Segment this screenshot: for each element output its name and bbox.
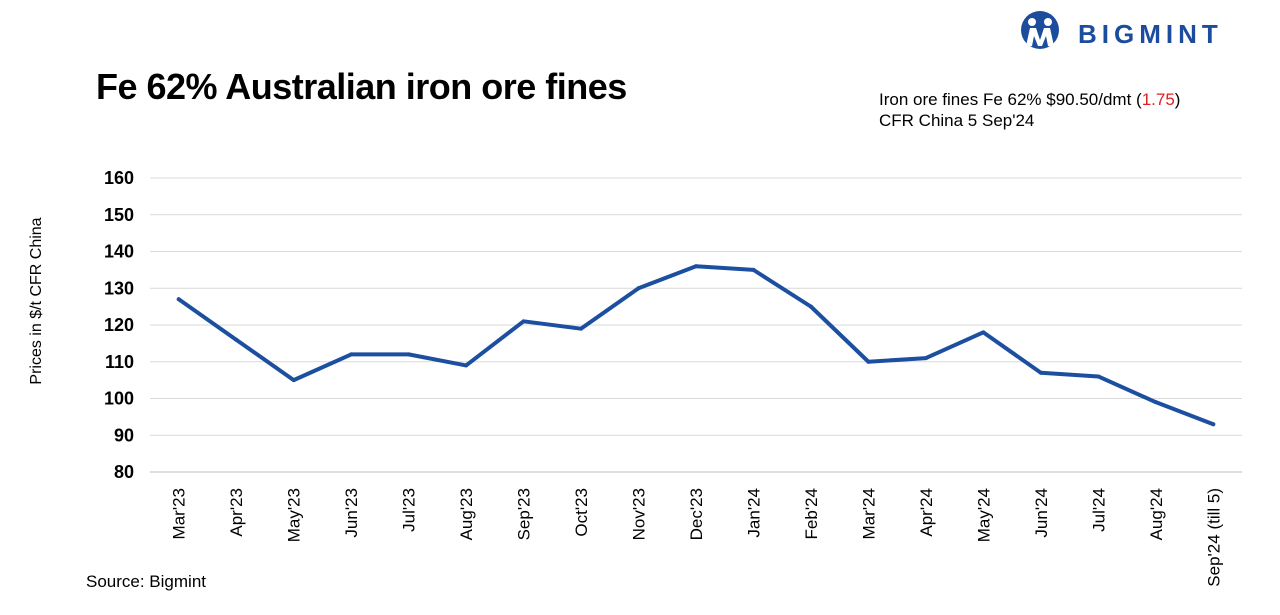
y-tick-labels: 80 90 100 110 120 130 140 150 160 (104, 168, 134, 482)
data-point (1096, 374, 1101, 379)
x-tick-label: Dec'23 (687, 488, 706, 540)
data-point (866, 359, 871, 364)
price-info-line1: Iron ore fines Fe 62% $90.50/dmt (1.75) (879, 89, 1180, 110)
data-point (694, 264, 698, 269)
y-tick-label: 120 (104, 315, 134, 335)
x-tick-label: May'24 (974, 488, 993, 542)
x-tick-label: Jul'24 (1089, 488, 1108, 532)
data-point (291, 378, 296, 383)
y-tick-label: 150 (104, 205, 134, 225)
price-change: 1.75 (1141, 90, 1175, 109)
data-point (464, 363, 469, 368)
price-info-suffix: ) (1174, 90, 1181, 109)
x-tick-label: Feb'24 (802, 488, 821, 539)
data-point (579, 326, 584, 331)
x-tick-label: Apr'23 (227, 488, 246, 537)
data-point (349, 352, 354, 357)
x-tick-label: Apr'24 (917, 488, 936, 537)
y-tick-label: 90 (114, 425, 134, 445)
chart-title: Fe 62% Australian iron ore fines (96, 66, 627, 107)
x-tick-label: Sep'24 (till 5) (1204, 488, 1223, 587)
y-tick-label: 100 (104, 389, 134, 409)
y-tick-label: 110 (105, 352, 134, 372)
x-tick-label: Jan'24 (744, 488, 763, 538)
bigmint-logo: BIGMINT (1016, 10, 1272, 52)
data-point (981, 330, 986, 335)
price-info-line2: CFR China 5 Sep'24 (879, 111, 1035, 130)
x-tick-label: Aug'23 (457, 488, 476, 540)
data-series (176, 264, 1216, 427)
x-tick-label: Mar'23 (170, 488, 189, 539)
gridlines (150, 177, 1242, 473)
data-point (1038, 370, 1043, 375)
x-tick-label: Aug'24 (1147, 488, 1166, 540)
x-tick-label: Mar'24 (859, 488, 878, 539)
y-tick-label: 80 (114, 462, 134, 482)
data-point (406, 352, 411, 357)
price-info: Iron ore fines Fe 62% $90.50/dmt (1.75) … (879, 89, 1180, 131)
data-point (176, 297, 181, 302)
data-point (751, 267, 756, 272)
price-info-prefix: Iron ore fines Fe 62% $90.50/dmt ( (879, 90, 1142, 109)
logo-text: BIGMINT (1078, 19, 1223, 49)
data-point (636, 286, 641, 291)
series-line (176, 264, 1216, 427)
data-point (923, 356, 928, 361)
data-point (234, 337, 239, 342)
x-tick-label: Jun'23 (342, 488, 361, 538)
source-note: Source: Bigmint (86, 572, 206, 591)
data-point (521, 319, 526, 324)
x-tick-label: Jul'23 (400, 488, 419, 532)
bigmint-logo-icon (1021, 11, 1059, 49)
x-tick-label: May'23 (285, 488, 304, 542)
data-point (1153, 400, 1158, 405)
x-tick-label: Jun'24 (1032, 488, 1051, 538)
data-point (808, 304, 813, 309)
x-tick-label: Nov'23 (630, 488, 649, 540)
y-tick-label: 160 (104, 168, 134, 188)
x-tick-label: Oct'23 (572, 488, 591, 537)
x-tick-label: Sep'23 (515, 488, 534, 540)
data-point (1211, 422, 1216, 427)
y-tick-label: 130 (104, 278, 134, 298)
x-tick-labels: Mar'23 Apr'23 May'23 Jun'23 Jul'23 Aug'23 Sep'… (170, 488, 1224, 587)
y-tick-label: 140 (104, 242, 134, 262)
